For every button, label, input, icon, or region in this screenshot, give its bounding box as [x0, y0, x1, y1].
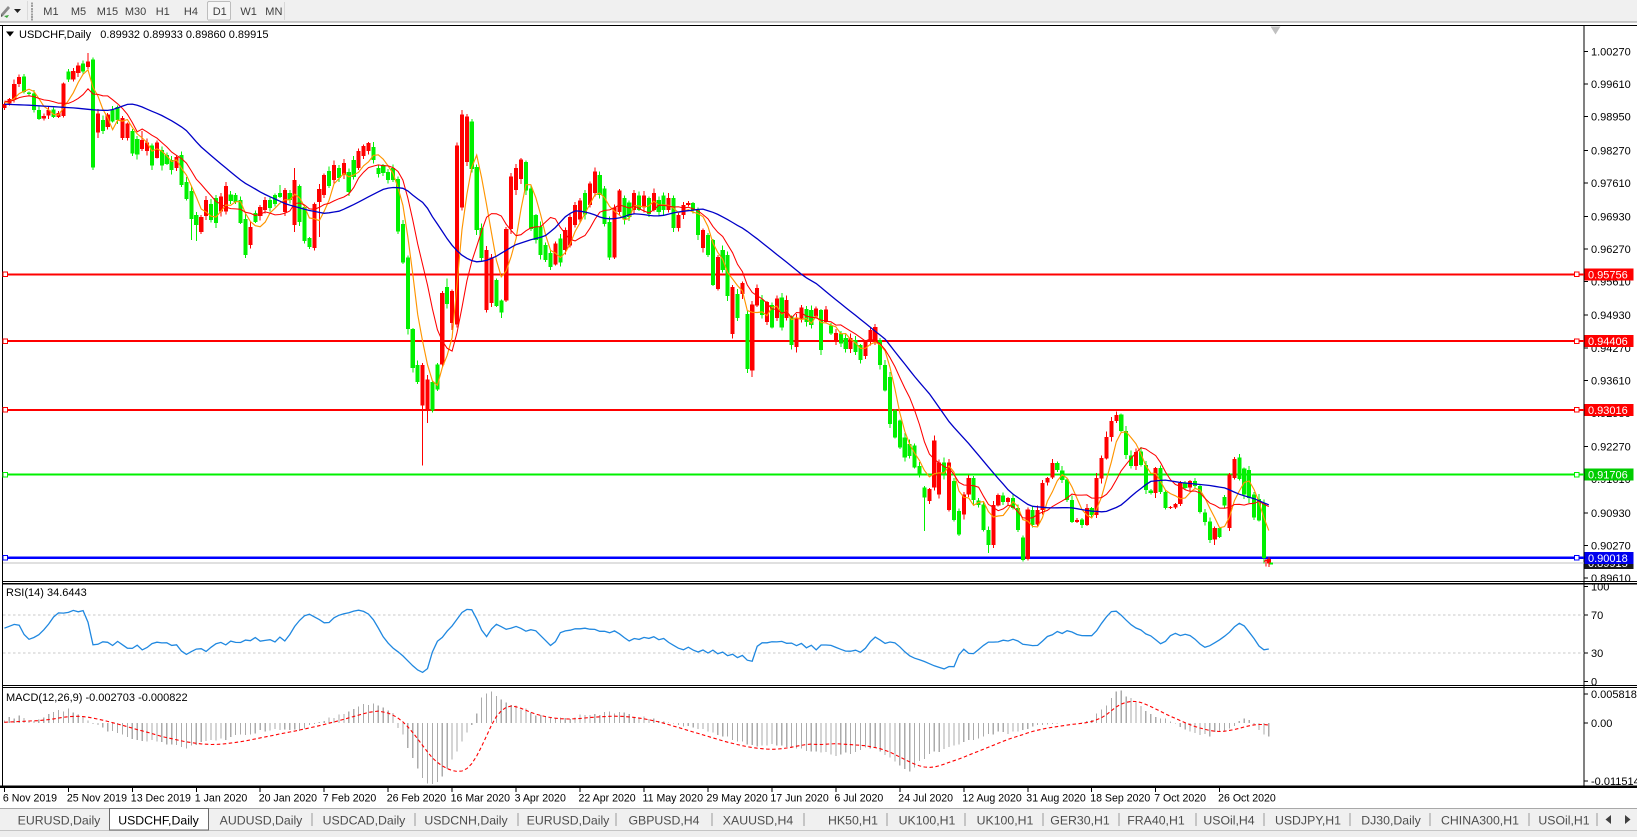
svg-text:7 Oct 2020: 7 Oct 2020 [1154, 793, 1206, 805]
svg-text:0.91706: 0.91706 [1588, 470, 1628, 482]
svg-text:1 Jan 2020: 1 Jan 2020 [195, 793, 248, 805]
svg-text:0.90930: 0.90930 [1591, 508, 1631, 520]
svg-text:AUDUSD,Daily: AUDUSD,Daily [220, 814, 304, 828]
svg-text:30: 30 [1591, 648, 1603, 660]
svg-text:0.90018: 0.90018 [1588, 553, 1628, 565]
svg-text:0.95756: 0.95756 [1588, 269, 1628, 281]
svg-text:0.97610: 0.97610 [1591, 178, 1631, 190]
svg-text:0.94930: 0.94930 [1591, 310, 1631, 322]
svg-text:M1: M1 [43, 6, 58, 18]
svg-text:0.005818: 0.005818 [1591, 689, 1637, 701]
svg-text:H4: H4 [184, 6, 198, 18]
svg-text:USOil,H1: USOil,H1 [1538, 814, 1589, 828]
svg-text:12 Aug 2020: 12 Aug 2020 [962, 793, 1022, 805]
svg-text:W1: W1 [240, 6, 257, 18]
svg-text:18 Sep 2020: 18 Sep 2020 [1090, 793, 1150, 805]
svg-text:11 May 2020: 11 May 2020 [643, 793, 704, 805]
svg-text:UK100,H1: UK100,H1 [977, 814, 1034, 828]
svg-text:USDCHF,Daily: USDCHF,Daily [118, 814, 199, 828]
svg-text:26 Feb 2020: 26 Feb 2020 [387, 793, 447, 805]
svg-text:16 Mar 2020: 16 Mar 2020 [451, 793, 511, 805]
svg-text:0.98270: 0.98270 [1591, 145, 1631, 157]
svg-text:M5: M5 [71, 6, 86, 18]
svg-text:GBPUSD,H4: GBPUSD,H4 [628, 814, 699, 828]
svg-text:0: 0 [1591, 676, 1597, 688]
svg-text:USDCAD,Daily: USDCAD,Daily [323, 814, 407, 828]
svg-text:USOil,H4: USOil,H4 [1203, 814, 1254, 828]
svg-text:RSI(14) 34.6443: RSI(14) 34.6443 [6, 587, 87, 599]
svg-text:0.92270: 0.92270 [1591, 442, 1631, 454]
svg-text:3 Apr 2020: 3 Apr 2020 [515, 793, 566, 805]
svg-text:XAUUSD,H4: XAUUSD,H4 [723, 814, 794, 828]
svg-text:70: 70 [1591, 610, 1603, 622]
svg-text:26 Oct 2020: 26 Oct 2020 [1218, 793, 1276, 805]
svg-text:GER30,H1: GER30,H1 [1050, 814, 1110, 828]
svg-text:0.90270: 0.90270 [1591, 540, 1631, 552]
svg-text:0.00: 0.00 [1591, 718, 1612, 730]
svg-text:EURUSD,Daily: EURUSD,Daily [527, 814, 611, 828]
svg-text:0.96270: 0.96270 [1591, 244, 1631, 256]
svg-text:100: 100 [1591, 582, 1609, 594]
svg-text:M30: M30 [125, 6, 146, 18]
svg-text:6 Nov 2019: 6 Nov 2019 [3, 793, 57, 805]
svg-text:-0.011514: -0.011514 [1591, 776, 1637, 788]
svg-text:UK100,H1: UK100,H1 [899, 814, 956, 828]
svg-text:1.00270: 1.00270 [1591, 47, 1631, 59]
svg-text:USDCHF,Daily 0.89932 0.89933: USDCHF,Daily 0.89932 0.89933 0.89860 0.8… [19, 29, 269, 41]
svg-text:USDJPY,H1: USDJPY,H1 [1275, 814, 1341, 828]
svg-text:0.94406: 0.94406 [1588, 336, 1628, 348]
svg-text:0.99610: 0.99610 [1591, 79, 1631, 91]
svg-text:CHINA300,H1: CHINA300,H1 [1441, 814, 1519, 828]
svg-text:D1: D1 [213, 6, 227, 18]
svg-text:0.93610: 0.93610 [1591, 375, 1631, 387]
svg-text:0.98950: 0.98950 [1591, 112, 1631, 124]
svg-text:22 Apr 2020: 22 Apr 2020 [579, 793, 636, 805]
svg-text:USDCNH,Daily: USDCNH,Daily [424, 814, 508, 828]
svg-text:MN: MN [265, 6, 282, 18]
svg-text:0.89610: 0.89610 [1591, 573, 1631, 585]
svg-text:0.96930: 0.96930 [1591, 212, 1631, 224]
svg-text:H1: H1 [156, 6, 170, 18]
svg-text:31 Aug 2020: 31 Aug 2020 [1026, 793, 1086, 805]
svg-text:EURUSD,Daily: EURUSD,Daily [18, 814, 102, 828]
svg-text:29 May 2020: 29 May 2020 [707, 793, 768, 805]
svg-text:MACD(12,26,9) -0.002703 -0.000: MACD(12,26,9) -0.002703 -0.000822 [6, 692, 188, 704]
svg-text:17 Jun 2020: 17 Jun 2020 [770, 793, 828, 805]
svg-text:FRA40,H1: FRA40,H1 [1127, 814, 1185, 828]
svg-text:6 Jul 2020: 6 Jul 2020 [834, 793, 883, 805]
svg-text:13 Dec 2019: 13 Dec 2019 [131, 793, 191, 805]
svg-text:DJ30,Daily: DJ30,Daily [1361, 814, 1421, 828]
svg-text:M15: M15 [97, 6, 118, 18]
svg-text:0.93016: 0.93016 [1588, 405, 1628, 417]
svg-text:24 Jul 2020: 24 Jul 2020 [898, 793, 953, 805]
svg-text:25 Nov 2019: 25 Nov 2019 [67, 793, 127, 805]
svg-text:20 Jan 2020: 20 Jan 2020 [259, 793, 317, 805]
svg-text:HK50,H1: HK50,H1 [828, 814, 878, 828]
svg-text:7 Feb 2020: 7 Feb 2020 [323, 793, 377, 805]
